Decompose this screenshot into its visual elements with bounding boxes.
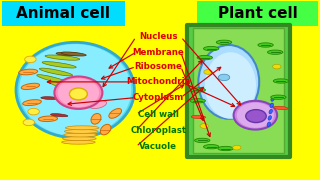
Ellipse shape: [270, 103, 273, 107]
Ellipse shape: [195, 138, 210, 143]
Circle shape: [218, 74, 230, 81]
Circle shape: [204, 70, 212, 74]
Ellipse shape: [204, 145, 219, 149]
Ellipse shape: [197, 55, 212, 60]
Text: Vacuole: Vacuole: [140, 142, 177, 151]
Text: Cytoplasm: Cytoplasm: [133, 93, 184, 102]
Text: Plant cell: Plant cell: [218, 6, 298, 21]
Ellipse shape: [237, 103, 274, 128]
Text: Animal cell: Animal cell: [16, 6, 110, 21]
FancyBboxPatch shape: [2, 1, 125, 26]
Ellipse shape: [218, 146, 233, 151]
Ellipse shape: [190, 88, 205, 92]
Ellipse shape: [45, 55, 80, 60]
Ellipse shape: [234, 101, 277, 130]
Ellipse shape: [268, 116, 271, 120]
Ellipse shape: [246, 110, 266, 123]
Circle shape: [28, 108, 39, 115]
Ellipse shape: [63, 133, 97, 137]
Text: Chloroplast: Chloroplast: [130, 126, 187, 135]
Ellipse shape: [271, 95, 286, 99]
Ellipse shape: [21, 83, 40, 89]
Ellipse shape: [274, 106, 288, 110]
Ellipse shape: [271, 97, 274, 101]
Ellipse shape: [268, 50, 283, 54]
Ellipse shape: [190, 99, 205, 103]
Circle shape: [23, 119, 35, 126]
Circle shape: [200, 124, 208, 128]
Ellipse shape: [66, 126, 99, 130]
Ellipse shape: [42, 62, 76, 68]
Circle shape: [25, 56, 36, 63]
Ellipse shape: [273, 79, 289, 83]
Text: Membrane: Membrane: [132, 48, 184, 57]
Bar: [187, 25, 290, 157]
Ellipse shape: [58, 78, 99, 107]
Ellipse shape: [109, 109, 122, 118]
Ellipse shape: [56, 52, 82, 56]
Ellipse shape: [91, 113, 101, 124]
Ellipse shape: [23, 100, 41, 105]
Text: Nucleus: Nucleus: [139, 32, 178, 41]
Ellipse shape: [16, 42, 134, 138]
Circle shape: [233, 145, 241, 150]
Ellipse shape: [269, 109, 272, 114]
Ellipse shape: [37, 75, 69, 84]
Ellipse shape: [205, 52, 256, 119]
FancyBboxPatch shape: [197, 1, 318, 26]
Ellipse shape: [19, 44, 131, 136]
Ellipse shape: [267, 122, 270, 126]
Circle shape: [273, 64, 281, 69]
Text: Mitochondria: Mitochondria: [126, 77, 191, 86]
Ellipse shape: [204, 46, 219, 51]
Ellipse shape: [63, 137, 96, 141]
Ellipse shape: [38, 116, 58, 122]
Ellipse shape: [89, 100, 107, 109]
Ellipse shape: [258, 43, 273, 47]
Ellipse shape: [216, 40, 232, 44]
Ellipse shape: [191, 115, 205, 119]
Text: Ribosome: Ribosome: [134, 62, 182, 71]
Ellipse shape: [198, 45, 259, 119]
Ellipse shape: [41, 97, 58, 100]
Ellipse shape: [54, 76, 102, 109]
Ellipse shape: [69, 88, 87, 100]
Ellipse shape: [51, 114, 68, 117]
Ellipse shape: [65, 129, 98, 133]
Bar: [193, 28, 284, 153]
Text: Cell wall: Cell wall: [138, 110, 179, 119]
Ellipse shape: [39, 68, 73, 76]
Ellipse shape: [61, 52, 86, 56]
Ellipse shape: [49, 81, 79, 92]
Ellipse shape: [100, 124, 111, 135]
Ellipse shape: [19, 69, 38, 75]
Ellipse shape: [62, 140, 95, 144]
